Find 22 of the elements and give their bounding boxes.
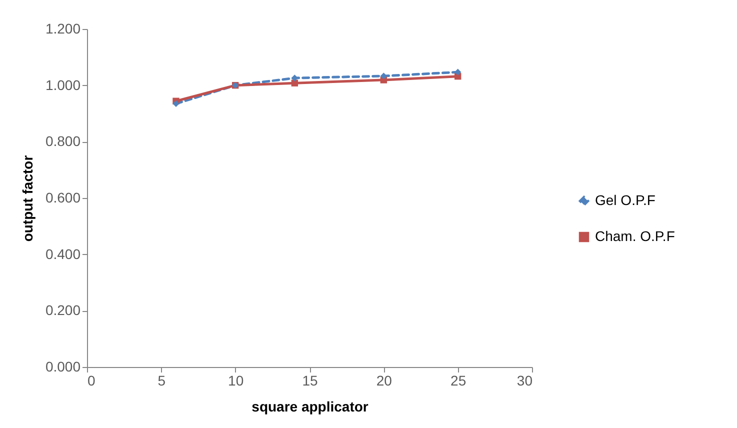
y-axis-title: output factor [19, 154, 36, 242]
x-tick-label: 30 [516, 372, 533, 388]
y-tick-label: 1.000 [45, 76, 81, 93]
x-tick-label: 0 [88, 372, 96, 388]
x-tick-label: 15 [302, 372, 318, 388]
y-tick-label: 0.000 [45, 358, 81, 374]
x-tick-label: 20 [376, 372, 392, 388]
legend-label: Cham. O.P.F [595, 228, 675, 244]
y-tick-label: 0.200 [45, 302, 81, 318]
x-axis-title: square applicator [252, 398, 369, 414]
x-tick-label: 5 [158, 372, 166, 388]
point [380, 72, 388, 80]
x-tick-label: 10 [228, 372, 244, 388]
y-tick-label: 0.400 [45, 246, 81, 262]
point [454, 68, 462, 76]
x-tick-label: 25 [450, 372, 466, 388]
y-tick-label: 0.800 [45, 133, 81, 150]
point [291, 80, 298, 86]
point [172, 100, 180, 107]
legend-label: Gel O.P.F [595, 192, 656, 208]
y-tick-label: 1.200 [45, 20, 81, 36]
y-tick-label: 0.600 [45, 190, 81, 206]
